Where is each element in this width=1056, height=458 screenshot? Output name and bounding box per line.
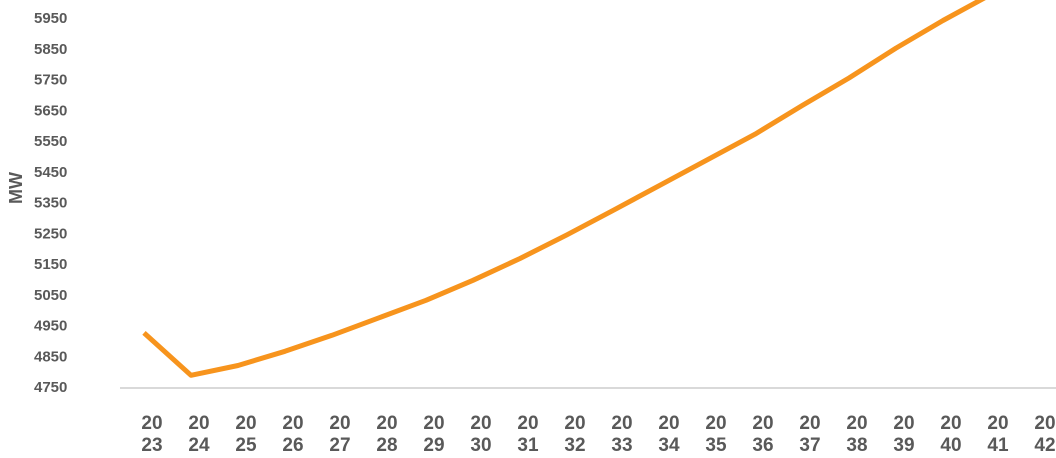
y-tick-label: 5650: [34, 102, 67, 119]
y-tick-label: 5750: [34, 72, 67, 89]
x-tick-label: 20 39: [893, 413, 914, 456]
y-tick-label: 5350: [34, 195, 67, 212]
x-tick-label: 20 31: [517, 413, 539, 456]
x-tick-label: 20 42: [1034, 413, 1055, 456]
y-tick-label: 5250: [34, 225, 67, 242]
y-tick-label: 5550: [34, 133, 67, 150]
x-tick-label: 20 23: [141, 413, 162, 456]
x-tick-label: 20 30: [470, 413, 491, 456]
y-tick-label: 4950: [34, 318, 67, 335]
x-tick-label: 20 24: [188, 413, 210, 456]
x-tick-label: 20 33: [611, 413, 632, 456]
y-tick-label: 5150: [34, 256, 67, 273]
y-tick-label: 5950: [34, 10, 67, 27]
x-tick-label: 20 28: [376, 413, 397, 456]
x-tick-label: 20 25: [235, 413, 257, 456]
y-tick-label: 5050: [34, 287, 67, 304]
x-tick-label: 20 34: [658, 413, 680, 456]
x-tick-label: 20 29: [423, 413, 444, 456]
x-tick-label: 20 26: [282, 413, 303, 456]
x-tick-label: 20 35: [705, 413, 727, 456]
y-axis-ticks: 4750 4850 4950 5050 5150 5250 5350 5450 5550 5650…: [34, 10, 67, 396]
y-tick-label: 5450: [34, 164, 67, 181]
y-tick-label: 4750: [34, 379, 67, 396]
y-tick-label: 5850: [34, 41, 67, 58]
x-tick-label: 20 37: [799, 413, 820, 456]
x-tick-label: 20 41: [987, 413, 1009, 456]
x-tick-label: 20 38: [846, 413, 867, 456]
x-axis-ticks: 20 23 20 24 20 25 20 26 20 27 20 28 20 29 20 30 20 31 20 32…: [141, 413, 1055, 456]
x-tick-label: 20 36: [752, 413, 773, 456]
x-tick-label: 20 27: [329, 413, 350, 456]
x-tick-label: 20 40: [940, 413, 961, 456]
y-tick-label: 4850: [34, 348, 67, 365]
x-tick-label: 20 32: [564, 413, 585, 456]
series-line: [142, 0, 986, 378]
y-axis-label: MW: [6, 172, 26, 204]
